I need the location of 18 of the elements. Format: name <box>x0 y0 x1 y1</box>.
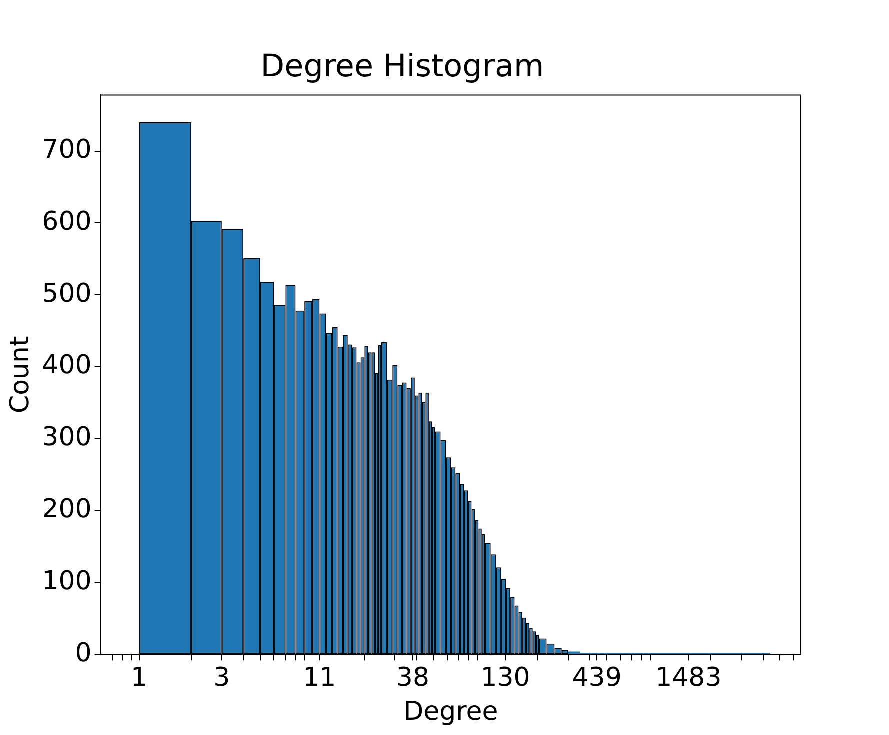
y-tick-label: 0 <box>75 638 92 668</box>
x-tick-label: 38 <box>396 662 430 693</box>
x-tick-label: 439 <box>572 662 622 693</box>
x-tick-label: 130 <box>480 662 530 693</box>
y-tick-label: 100 <box>42 566 92 596</box>
y-tick-label: 200 <box>42 494 92 525</box>
y-tick-label: 600 <box>42 206 92 237</box>
x-tick-label: 11 <box>303 662 336 693</box>
y-tick-label: 700 <box>42 135 92 166</box>
y-tick-label: 500 <box>42 278 92 309</box>
x-tick-label: 3 <box>214 662 230 693</box>
x-axis-title: Degree <box>404 697 498 728</box>
y-tick-label: 300 <box>42 422 92 453</box>
y-axis-title: Count <box>5 336 36 414</box>
x-tick-label: 1483 <box>656 662 722 693</box>
y-tick-label: 400 <box>42 350 92 381</box>
x-tick-label: 1 <box>130 662 148 693</box>
chart-title: Degree Histogram <box>260 48 544 85</box>
